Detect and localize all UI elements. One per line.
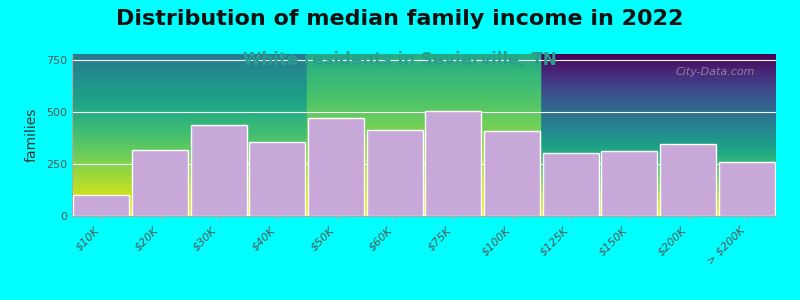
Text: Distribution of median family income in 2022: Distribution of median family income in … <box>116 9 684 29</box>
Bar <box>484 131 540 216</box>
Bar <box>308 118 364 216</box>
Bar <box>660 144 716 216</box>
Bar <box>366 130 422 216</box>
Bar <box>250 142 305 216</box>
Bar <box>426 111 482 216</box>
Bar <box>190 124 246 216</box>
Text: White residents in Sevierville, TN: White residents in Sevierville, TN <box>243 51 557 69</box>
Bar <box>74 195 129 216</box>
Bar <box>719 162 774 216</box>
Bar <box>602 151 658 216</box>
Text: City-Data.com: City-Data.com <box>675 67 755 77</box>
Bar <box>132 149 188 216</box>
Y-axis label: families: families <box>25 108 39 162</box>
Bar <box>543 153 598 216</box>
